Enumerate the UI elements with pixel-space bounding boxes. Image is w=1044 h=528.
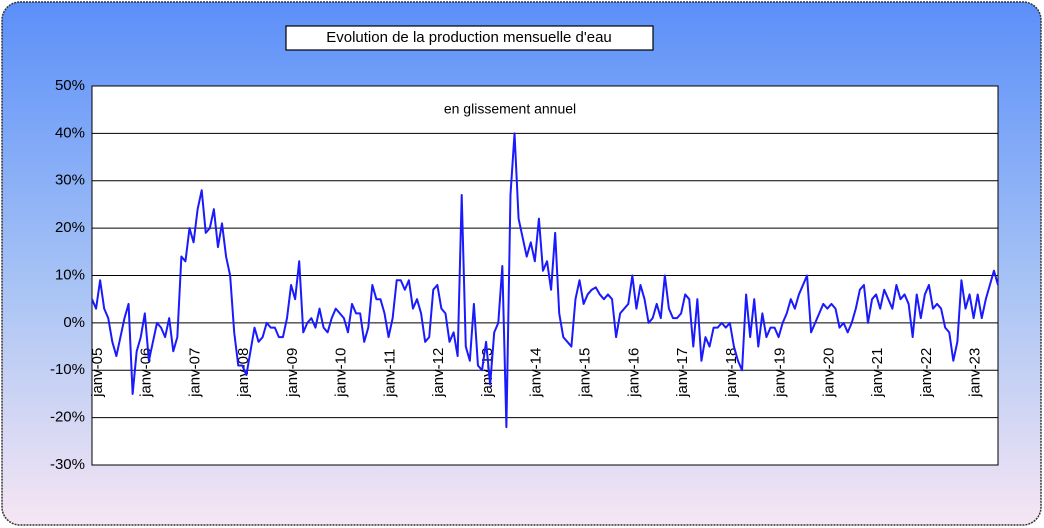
- y-tick-label: 20%: [55, 219, 85, 236]
- x-tick-label: janv-14: [528, 348, 545, 398]
- y-tick-label: 50%: [55, 77, 85, 94]
- x-tick-label: janv-10: [333, 348, 350, 398]
- y-tick-label: -20%: [50, 409, 85, 426]
- plot-layer: -30% -20% -10% 0% 10% 20% 30% 40% 50% janv-05 janv…: [50, 77, 999, 473]
- x-tick-label: janv-05: [89, 348, 106, 398]
- x-tick-label: janv-09: [284, 348, 301, 398]
- chart-subtitle: en glissement annuel: [444, 101, 576, 117]
- y-tick-label: -30%: [50, 456, 85, 473]
- x-tick-label: janv-19: [772, 348, 789, 398]
- x-tick-label: janv-16: [625, 348, 642, 398]
- x-tick-label: janv-22: [918, 348, 935, 398]
- x-tick-label: janv-21: [869, 348, 886, 398]
- x-tick-label: janv-11: [381, 349, 398, 398]
- y-tick-label: -10%: [50, 361, 85, 378]
- y-tick-label: 0%: [63, 314, 85, 331]
- x-tick-label: janv-15: [577, 348, 594, 398]
- x-tick-label: janv-20: [820, 348, 837, 398]
- x-tick-label: janv-18: [723, 348, 740, 398]
- y-tick-label: 40%: [55, 124, 85, 141]
- chart-title: Evolution de la production mensuelle d'e…: [326, 29, 612, 46]
- data-line: [91, 132, 999, 429]
- y-tick-label: 30%: [55, 172, 85, 189]
- x-tick-label: janv-12: [430, 348, 447, 398]
- title-box: [285, 25, 654, 51]
- y-tick-label: 10%: [55, 266, 85, 283]
- x-tick-label: janv-23: [967, 348, 984, 398]
- x-tick-label: janv-07: [186, 348, 203, 398]
- x-tick-label: janv-06: [138, 348, 155, 398]
- x-tick-label: janv-17: [674, 348, 691, 398]
